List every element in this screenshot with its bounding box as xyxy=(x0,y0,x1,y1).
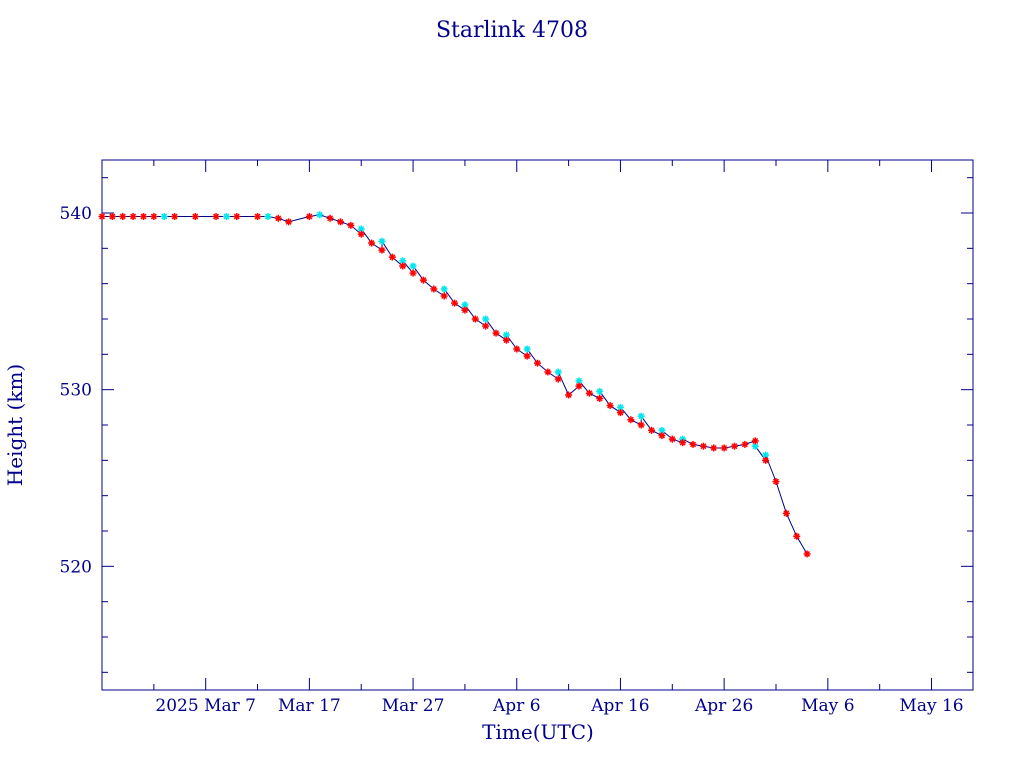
red-asterisk-point xyxy=(129,213,137,221)
y-tick-label: 540 xyxy=(60,204,92,224)
red-asterisk-point xyxy=(440,292,448,300)
red-asterisk-point xyxy=(699,442,707,450)
cyan-asterisk-point xyxy=(264,213,272,221)
red-asterisk-point xyxy=(606,402,614,410)
red-asterisk-point xyxy=(710,444,718,452)
cyan-asterisk-point xyxy=(222,213,230,221)
red-asterisk-point xyxy=(430,285,438,293)
red-asterisk-point xyxy=(388,253,396,261)
red-asterisk-point xyxy=(782,509,790,517)
red-asterisk-point xyxy=(544,368,552,376)
cyan-asterisk-point xyxy=(160,213,168,221)
red-asterisk-point xyxy=(658,432,666,440)
red-asterisk-point xyxy=(627,416,635,424)
x-tick-label: Mar 27 xyxy=(382,696,445,716)
red-asterisk-point xyxy=(233,213,241,221)
red-asterisk-point xyxy=(523,352,531,360)
red-asterisk-point xyxy=(305,213,313,221)
red-asterisk-point xyxy=(762,456,770,464)
red-asterisk-point xyxy=(534,359,541,367)
red-asterisk-point xyxy=(637,421,645,429)
red-asterisk-point xyxy=(378,246,386,254)
red-asterisk-point xyxy=(720,444,728,452)
chart-title: Starlink 4708 xyxy=(436,18,588,43)
cyan-asterisk-point xyxy=(554,368,562,376)
red-asterisk-point xyxy=(679,439,687,447)
red-asterisk-point xyxy=(596,395,604,402)
cyan-asterisk-point xyxy=(637,412,645,420)
red-asterisk-point xyxy=(409,269,417,277)
red-asterisk-point xyxy=(285,218,293,226)
red-asterisk-point xyxy=(368,239,376,247)
red-asterisk-point xyxy=(575,382,583,390)
x-tick-label: Apr 6 xyxy=(492,696,541,716)
plot-area: 2025 Mar 7 Mar 17 Mar 27 Apr 6 Apr 16 Apr 26 M… xyxy=(60,159,974,716)
red-asterisk-point xyxy=(482,322,490,330)
red-asterisk-point xyxy=(793,532,801,540)
red-asterisk-point xyxy=(731,442,739,450)
y-tick-label: 530 xyxy=(60,381,92,401)
x-tick-label: Mar 17 xyxy=(278,696,341,716)
x-tick-label: May 6 xyxy=(801,696,854,716)
cyan-asterisk-point xyxy=(316,211,324,219)
series-markers xyxy=(98,211,811,558)
red-asterisk-point xyxy=(326,214,334,222)
red-asterisk-point xyxy=(399,262,407,270)
x-tick-label: Apr 16 xyxy=(590,696,649,716)
red-asterisk-point xyxy=(751,437,759,445)
red-asterisk-point xyxy=(772,478,780,486)
cyan-asterisk-point xyxy=(399,257,407,265)
red-asterisk-point xyxy=(741,440,749,448)
cyan-asterisk-point xyxy=(751,442,759,450)
red-asterisk-point xyxy=(419,276,427,284)
red-asterisk-point xyxy=(139,213,147,221)
red-asterisk-point xyxy=(668,435,676,443)
red-asterisk-point xyxy=(648,426,656,434)
x-tick-label: Apr 26 xyxy=(694,696,753,716)
plot-frame xyxy=(101,159,974,691)
red-asterisk-point xyxy=(461,306,469,314)
red-asterisk-point xyxy=(98,213,106,221)
red-asterisk-point xyxy=(119,213,127,221)
red-asterisk-point xyxy=(212,213,220,221)
red-asterisk-point xyxy=(171,213,179,221)
cyan-asterisk-point xyxy=(482,315,490,323)
red-asterisk-point xyxy=(502,336,510,344)
red-asterisk-point xyxy=(336,218,344,226)
red-asterisk-point xyxy=(451,299,459,307)
series-line xyxy=(102,214,808,555)
cyan-asterisk-point xyxy=(409,262,417,270)
y-tick-label: 520 xyxy=(60,557,92,577)
cyan-asterisk-point xyxy=(596,387,604,395)
red-asterisk-point xyxy=(347,221,355,229)
red-asterisk-point xyxy=(513,345,521,353)
red-asterisk-point xyxy=(492,329,500,337)
cyan-asterisk-point xyxy=(378,237,386,245)
red-asterisk-point xyxy=(616,409,624,417)
height-trace-line xyxy=(102,214,808,555)
red-asterisk-point xyxy=(471,315,479,323)
x-tick-label: 2025 Mar 7 xyxy=(155,696,256,716)
cyan-asterisk-point xyxy=(440,285,448,293)
cyan-asterisk-point xyxy=(523,345,531,353)
red-asterisk-point xyxy=(357,230,365,238)
red-asterisk-point xyxy=(150,213,158,221)
red-asterisk-point xyxy=(274,214,282,222)
red-asterisk-point xyxy=(554,375,562,383)
red-asterisk-point xyxy=(191,213,199,221)
x-axis-title: Time(UTC) xyxy=(482,720,594,744)
red-asterisk-point xyxy=(254,213,262,221)
axis-ticks: 2025 Mar 7 Mar 17 Mar 27 Apr 6 Apr 16 Apr 26 M… xyxy=(60,160,973,716)
red-asterisk-point xyxy=(585,389,593,397)
red-asterisk-point xyxy=(803,550,811,558)
red-asterisk-point xyxy=(689,440,697,448)
y-axis-title: Height (km) xyxy=(3,364,27,486)
red-asterisk-point xyxy=(565,391,573,399)
red-asterisk-point xyxy=(108,213,116,221)
x-tick-label: May 16 xyxy=(899,696,963,716)
